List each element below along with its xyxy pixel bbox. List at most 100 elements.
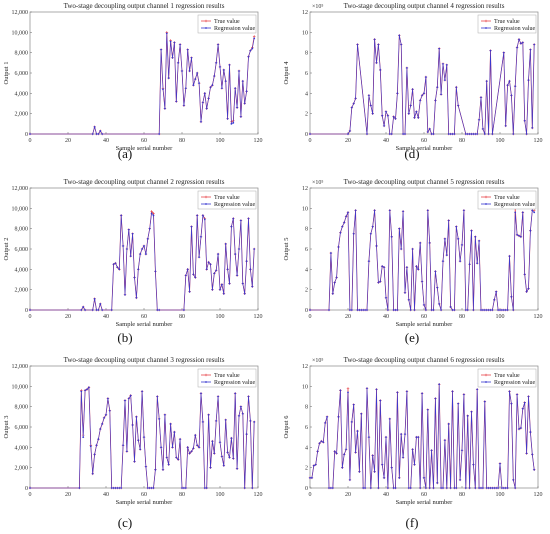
regression-value-point [463,393,465,396]
regression-value-point [417,268,420,271]
regression-value-point [451,133,454,135]
regression-value-point [91,309,94,311]
y-tick-label: 4,000 [15,91,29,97]
x-tick-label: 100 [496,492,505,498]
x-tick-label: 0 [29,138,32,144]
regression-value-point [385,436,387,439]
regression-value-point [504,487,507,489]
regression-value-point [487,487,490,489]
regression-value-point [133,276,136,279]
regression-value-point [188,290,191,293]
regression-value-point [413,463,416,466]
y-tick-label: 2 [305,466,308,472]
regression-value-point [118,268,121,271]
regression-value-point [482,309,484,311]
regression-value-point [506,487,509,489]
regression-value-point [407,298,410,301]
regression-value-point [335,452,338,455]
regression-value-point [472,463,475,466]
regression-value-point [520,235,522,238]
regression-value-point [183,309,185,311]
regression-value-point [514,487,517,489]
regression-value-point [464,309,467,311]
regression-value-point [366,133,368,135]
regression-value-point [531,127,534,129]
regression-value-point [520,427,522,429]
y-tick-label: 10,000 [12,384,29,390]
regression-value-point [457,104,460,107]
legend-marker [484,195,488,199]
regression-value-point [516,233,518,236]
x-tick-label: 20 [65,492,71,498]
regression-value-point [502,487,505,489]
regression-value-point [472,309,475,311]
panel-caption-a: (a) [118,146,132,161]
regression-value-point [91,133,94,135]
regression-value-point [442,62,444,65]
regression-value-point [196,444,199,447]
regression-value-point [421,280,423,283]
regression-value-point [238,70,240,72]
regression-value-point [387,309,389,311]
regression-value-point [82,306,85,308]
regression-value-point [415,265,418,268]
y-tick-label: 0 [305,486,308,492]
regression-value-point [312,464,315,467]
regression-value-point [371,225,374,228]
regression-value-point [436,286,439,289]
regression-value-point [472,133,475,135]
regression-value-point [368,94,370,97]
regression-value-point [213,452,216,455]
chart-panel-5: Two-stage decoupling output channel 5 re… [283,178,543,328]
regression-value-point [188,452,191,455]
regression-value-point [184,274,187,277]
regression-value-point [366,387,368,390]
regression-value-point [482,487,484,489]
regression-value-point [461,244,463,246]
regression-value-point [466,414,469,417]
regression-value-point [222,464,225,467]
y-tick-label: 8 [305,405,308,411]
regression-value-point [108,409,111,412]
regression-value-point [512,478,515,481]
regression-value-point [385,296,387,299]
regression-value-point [230,437,233,440]
regression-value-point [371,112,374,115]
regression-value-point [253,37,256,40]
regression-value-point [502,51,505,54]
regression-value-point [366,309,368,311]
regression-value-point [135,415,138,418]
regression-value-point [432,487,435,489]
regression-value-point [205,487,208,489]
x-tick-label: 80 [179,138,185,144]
legend-label: Regression value [494,380,535,386]
regression-value-point [309,476,311,479]
regression-value-point [247,217,250,220]
regression-value-point [211,288,214,291]
regression-value-point [217,395,220,398]
regression-value-point [341,225,344,228]
regression-value-point [442,487,444,489]
regression-value-point [86,388,88,391]
regression-value-point [99,428,102,430]
regression-value-point [184,87,187,90]
regression-value-point [160,48,163,51]
regression-value-point [226,451,229,454]
regression-value-point [249,49,252,52]
regression-value-point [415,436,418,439]
regression-value-point [506,84,509,87]
y-tick-label: 8,000 [15,227,29,233]
true-value-point [346,387,350,390]
regression-value-point [392,309,395,311]
regression-value-point [209,86,212,89]
regression-value-point [459,478,461,481]
regression-value-point [396,309,399,311]
regression-value-point [164,107,166,110]
regression-value-point [375,245,378,247]
regression-value-point [533,468,536,471]
regression-value-point [139,253,142,255]
regression-value-point [95,444,98,447]
legend-label: True value [494,19,520,25]
regression-value-point [377,487,380,489]
regression-value-point [444,237,446,240]
